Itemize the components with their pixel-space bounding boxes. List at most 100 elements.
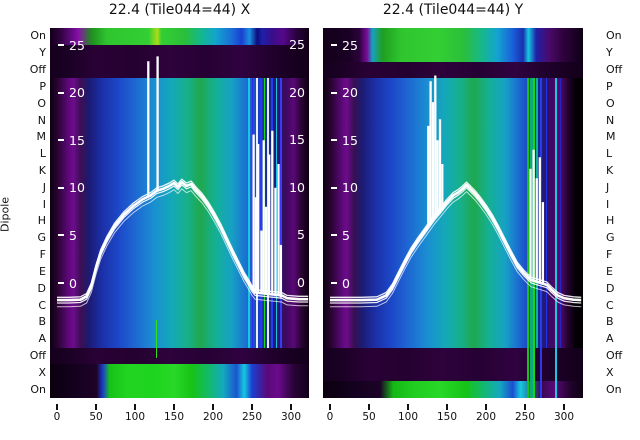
dipole-label-right: B (606, 315, 614, 329)
y-tick-value: 5 (69, 227, 77, 243)
dipole-label-left: C (38, 298, 46, 312)
y-tick-mark (58, 91, 64, 94)
heatmap-band-dark (50, 44, 309, 79)
x-tick-mark (173, 404, 175, 410)
x-tick-mark (56, 404, 58, 410)
dipole-label-left: G (37, 231, 46, 245)
dipole-label-left: E (39, 264, 46, 278)
x-tick-label: 0 (326, 411, 334, 423)
panel-title-x: 22.4 (Tile044=44) X (108, 2, 251, 18)
dipole-label-left: O (37, 96, 46, 110)
dipole-label-left: On (30, 29, 46, 43)
x-tick-label: 150 (436, 411, 458, 423)
y-tick-value: 15 (69, 132, 85, 148)
heatmap-band-dark (323, 61, 583, 79)
y-tick-label: 5 (331, 227, 350, 243)
x-tick-mark (485, 404, 487, 410)
dipole-label-right: P (606, 79, 613, 93)
y-tick-mark (331, 282, 337, 284)
y-tick-value: 10 (342, 180, 358, 196)
heatmap-panel-x: 25 20 15 10 5 0 25 20 15 10 5 0 (50, 28, 309, 398)
y-tick-label: 15 (58, 132, 85, 148)
y-tick-label-right: 25 (289, 37, 305, 52)
y-tick-mark (58, 44, 64, 46)
y-tick-label: 10 (331, 180, 358, 196)
dipole-label-left: H (37, 214, 46, 228)
x-tick-label: 150 (163, 411, 185, 423)
rfi-stripe (560, 78, 562, 348)
dipole-label-right: A (606, 332, 614, 346)
y-tick-label-right: 20 (289, 84, 305, 100)
y-tick-label: 20 (58, 85, 85, 101)
rfi-stripe (247, 78, 250, 348)
rfi-stripe (545, 78, 547, 348)
dipole-label-right: H (606, 214, 615, 228)
y-tick-label: 0 (331, 275, 350, 291)
y-tick-value: 25 (342, 37, 358, 53)
y-tick-value: 0 (69, 275, 77, 291)
x-tick-label: 200 (475, 411, 497, 423)
dipole-label-left: X (38, 365, 46, 379)
x-tick-label: 250 (241, 411, 263, 423)
heatmap-band-green (50, 364, 309, 398)
x-tick-label: 100 (124, 411, 146, 423)
dipole-label-right: K (606, 163, 614, 177)
dipole-label-left: P (39, 79, 46, 93)
y-tick-label-right: 15 (289, 132, 305, 148)
rfi-stripe (279, 78, 282, 348)
y-tick-value: 5 (342, 227, 350, 243)
dipole-label-left: A (38, 332, 46, 346)
y-tick-label: 5 (58, 227, 77, 243)
x-tick-mark (329, 404, 331, 410)
power-trace-overlay (330, 75, 582, 308)
dipole-label-right: On (606, 29, 622, 43)
dipole-label-right: X (606, 365, 614, 379)
dipole-label-left: On (30, 382, 46, 396)
x-tick-mark (368, 404, 370, 410)
heatmap-panel-y: 25 20 15 10 5 0 (323, 28, 583, 398)
y-tick-mark (331, 139, 337, 142)
power-trace-overlay (57, 56, 309, 308)
dipole-label-left: I (42, 197, 46, 211)
dipole-label-left: N (37, 113, 46, 127)
x-tick-label: 0 (53, 411, 61, 423)
heatmap-band-dark (323, 347, 583, 382)
dipole-label-left: Off (29, 348, 46, 362)
y-tick-value: 0 (342, 275, 350, 291)
dipole-label-right: E (606, 264, 613, 278)
x-tick-mark (290, 404, 292, 410)
y-tick-mark (58, 282, 64, 284)
y-tick-mark (58, 139, 64, 142)
dipole-label-left: F (39, 248, 46, 262)
y-tick-mark (58, 186, 64, 189)
y-tick-label: 25 (331, 37, 358, 53)
dipole-label-right: Off (606, 348, 623, 362)
x-tick-mark (212, 404, 214, 410)
dipole-label-right: G (606, 231, 615, 245)
y-tick-label-right: 0 (297, 275, 305, 290)
rfi-stripe (540, 78, 543, 398)
dipole-label-right: O (606, 96, 615, 110)
dipole-label-left: L (39, 147, 46, 161)
dipole-label-left: Off (29, 63, 46, 77)
y-tick-mark (331, 186, 337, 189)
x-tick-label: 250 (514, 411, 536, 423)
y-tick-mark (331, 44, 337, 46)
dipole-label-right: C (606, 298, 614, 312)
dipole-label-left: D (37, 281, 46, 295)
rfi-stripe (156, 320, 158, 358)
dipole-label-left: B (38, 315, 46, 329)
heatmap-band-green (323, 381, 583, 398)
x-tick-label: 100 (397, 411, 419, 423)
dipole-label-right: D (606, 281, 615, 295)
rfi-stripe (156, 28, 158, 45)
dipole-label-right: J (606, 180, 610, 194)
x-tick-label: 50 (89, 411, 103, 423)
y-tick-label: 20 (331, 85, 358, 101)
heatmap-band-bright (323, 28, 583, 62)
y-tick-label: 0 (58, 275, 77, 291)
x-tick-mark (134, 404, 136, 410)
y-tick-mark (58, 234, 64, 237)
dipole-label-right: Y (606, 46, 613, 60)
